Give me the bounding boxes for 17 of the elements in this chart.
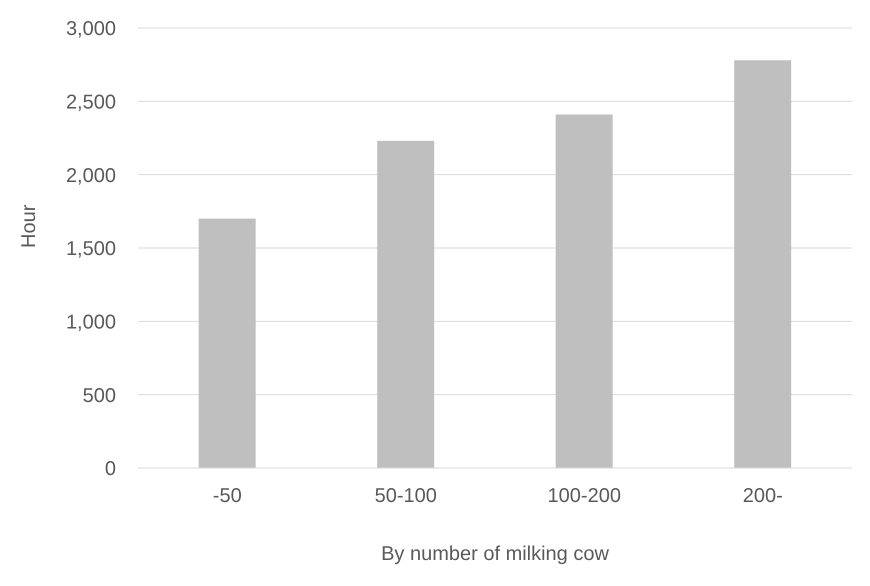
bar xyxy=(198,218,256,468)
y-tick-label: 2,000 xyxy=(66,164,116,187)
y-tick-label: 2,500 xyxy=(66,91,116,114)
x-tick-label: 50-100 xyxy=(374,485,437,508)
x-axis-title: By number of milking cow xyxy=(381,543,610,565)
bar xyxy=(734,60,792,468)
x-tick-label: 100-200 xyxy=(548,485,621,508)
y-tick-label: 0 xyxy=(104,458,116,480)
bar xyxy=(377,140,434,468)
y-tick-label: 1,500 xyxy=(66,238,116,260)
x-tick-label: 200- xyxy=(742,485,783,508)
bar xyxy=(556,114,613,468)
y-tick-label: 1,000 xyxy=(66,311,116,334)
y-axis-title: Hour xyxy=(18,204,40,248)
y-tick-label: 3,000 xyxy=(66,18,116,40)
x-tick-label: -50 xyxy=(212,485,242,508)
y-tick-label: 500 xyxy=(82,384,116,407)
